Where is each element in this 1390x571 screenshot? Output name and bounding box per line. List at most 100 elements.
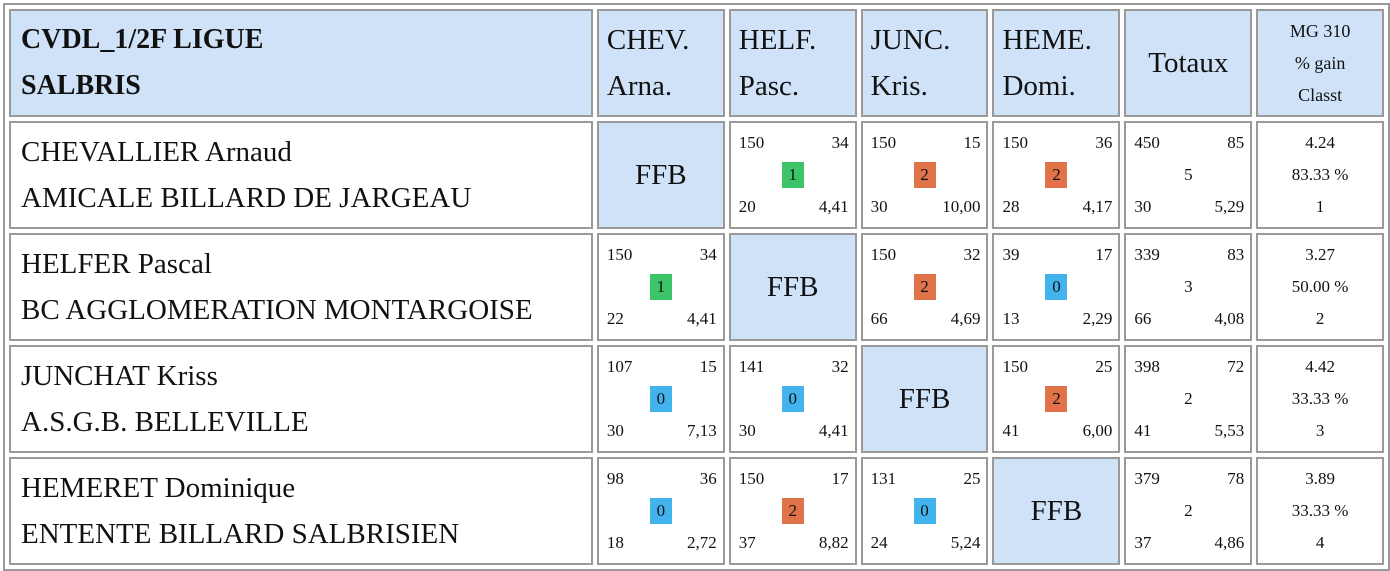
ffb-label: FFB (766, 270, 819, 303)
competition-title-line1: CVDL_1/2F LIGUE (21, 24, 264, 55)
match-cell: 98 36 0 18 2,72 (596, 457, 725, 565)
match-cell: 150 32 2 66 4,69 (860, 233, 989, 341)
column-header-first: Domi. (1002, 70, 1076, 102)
total-match-points: 2 (1184, 389, 1193, 408)
match-result-badge: 0 (649, 386, 672, 412)
player-cell: JUNCHAT Kriss A.S.G.B. BELLEVILLE (9, 345, 593, 453)
win-percentage: 33.33 % (1291, 501, 1349, 520)
match-average: 7,13 (687, 421, 717, 440)
column-header-abbr: HELF. (738, 24, 817, 56)
column-header-junc: JUNC. Kris. (860, 9, 989, 117)
column-header-abbr: HEME. (1002, 24, 1092, 56)
total-match-points: 5 (1184, 165, 1193, 184)
totals-cell: 398 72 2 41 5,53 (1124, 345, 1253, 453)
match-innings: 30 (606, 421, 624, 440)
ffb-label: FFB (898, 382, 951, 415)
player-club: A.S.G.B. BELLEVILLE (21, 406, 309, 438)
match-points: 150 (870, 133, 897, 152)
stats-cell: 4.42 33.33 % 3 (1256, 345, 1384, 453)
match-result-badge: 0 (781, 386, 804, 412)
match-high-series: 32 (831, 357, 849, 376)
match-average: 5,24 (950, 533, 981, 552)
total-high-series: 85 (1227, 133, 1245, 152)
match-high-series: 34 (699, 245, 717, 264)
total-high-series: 83 (1227, 245, 1245, 264)
match-result-badge: 1 (781, 162, 804, 188)
match-cell: 150 36 2 28 4,17 (992, 121, 1121, 229)
match-points: 131 (870, 469, 897, 488)
match-innings: 18 (606, 533, 624, 552)
stats-cell: 4.24 83.33 % 1 (1256, 121, 1384, 229)
match-result-badge: 0 (649, 498, 672, 524)
match-points: 150 (606, 245, 633, 264)
match-cell: 107 15 0 30 7,13 (596, 345, 725, 453)
match-points: 98 (606, 469, 624, 488)
player-name: JUNCHAT Kriss (21, 360, 218, 392)
player-name: HEMERET Dominique (21, 472, 296, 504)
total-high-series: 78 (1227, 469, 1245, 488)
column-header-abbr: CHEV. (606, 24, 690, 56)
column-header-heme: HEME. Domi. (992, 9, 1121, 117)
total-points: 339 (1134, 245, 1160, 264)
match-average: 4,41 (818, 197, 849, 216)
match-high-series: 17 (1095, 245, 1113, 264)
match-high-series: 17 (831, 469, 849, 488)
ffb-cell: FFB (860, 345, 989, 453)
match-average: 6,00 (1082, 421, 1113, 440)
match-innings: 20 (738, 197, 756, 216)
match-points: 39 (1002, 245, 1020, 264)
match-result-badge: 2 (913, 274, 936, 300)
match-average: 2,29 (1082, 309, 1113, 328)
competition-title-line2: SALBRIS (21, 70, 141, 101)
match-cell: 150 34 1 20 4,41 (728, 121, 857, 229)
match-average: 4,41 (687, 309, 717, 328)
ranking: 1 (1315, 197, 1325, 216)
player-row: HELFER Pascal BC AGGLOMERATION MONTARGOIS… (9, 233, 1384, 341)
match-average: 10,00 (942, 197, 981, 216)
totals-label: Totaux (1148, 46, 1229, 79)
match-points: 107 (606, 357, 633, 376)
column-header-abbr: JUNC. (870, 24, 951, 56)
total-average: 5,29 (1214, 197, 1245, 216)
column-header-chev: CHEV. Arna. (596, 9, 725, 117)
player-name: CHEVALLIER Arnaud (21, 136, 292, 168)
total-match-points: 2 (1184, 501, 1193, 520)
stats-cell: 3.89 33.33 % 4 (1256, 457, 1384, 565)
match-cell: 150 17 2 37 8,82 (728, 457, 857, 565)
total-average: 4,86 (1214, 533, 1245, 552)
match-points: 141 (738, 357, 765, 376)
match-cell: 150 15 2 30 10,00 (860, 121, 989, 229)
match-cell: 150 25 2 41 6,00 (992, 345, 1121, 453)
match-points: 150 (870, 245, 897, 264)
column-header-stats: MG 310 % gain Classt (1256, 9, 1384, 117)
ffb-label: FFB (1030, 494, 1083, 527)
match-result-badge: 0 (913, 498, 936, 524)
match-innings: 66 (870, 309, 888, 328)
match-points: 150 (738, 469, 765, 488)
results-grid: CVDL_1/2F LIGUE SALBRIS CHEV. Arna. HELF… (3, 3, 1390, 571)
total-match-points: 3 (1184, 277, 1193, 296)
column-header-totals: Totaux (1124, 9, 1253, 117)
match-high-series: 36 (1095, 133, 1113, 152)
general-average: 3.27 (1305, 245, 1335, 264)
column-header-first: Pasc. (738, 70, 800, 102)
match-innings: 22 (606, 309, 624, 328)
player-cell: CHEVALLIER Arnaud AMICALE BILLARD DE JARG… (9, 121, 593, 229)
total-average: 5,53 (1214, 421, 1245, 440)
total-innings: 66 (1134, 309, 1152, 328)
match-innings: 13 (1002, 309, 1020, 328)
match-high-series: 25 (1095, 357, 1113, 376)
win-percentage: 83.33 % (1291, 165, 1349, 184)
match-result-badge: 2 (913, 162, 936, 188)
match-innings: 41 (1002, 421, 1020, 440)
win-percentage: 33.33 % (1291, 389, 1349, 408)
match-innings: 37 (738, 533, 756, 552)
match-high-series: 15 (699, 357, 717, 376)
match-average: 8,82 (818, 533, 849, 552)
general-average: 4.42 (1305, 357, 1335, 376)
player-club: AMICALE BILLARD DE JARGEAU (21, 182, 472, 214)
total-points: 379 (1134, 469, 1160, 488)
player-row: CHEVALLIER Arnaud AMICALE BILLARD DE JARG… (9, 121, 1384, 229)
ranking: 3 (1315, 421, 1325, 440)
match-cell: 150 34 1 22 4,41 (596, 233, 725, 341)
